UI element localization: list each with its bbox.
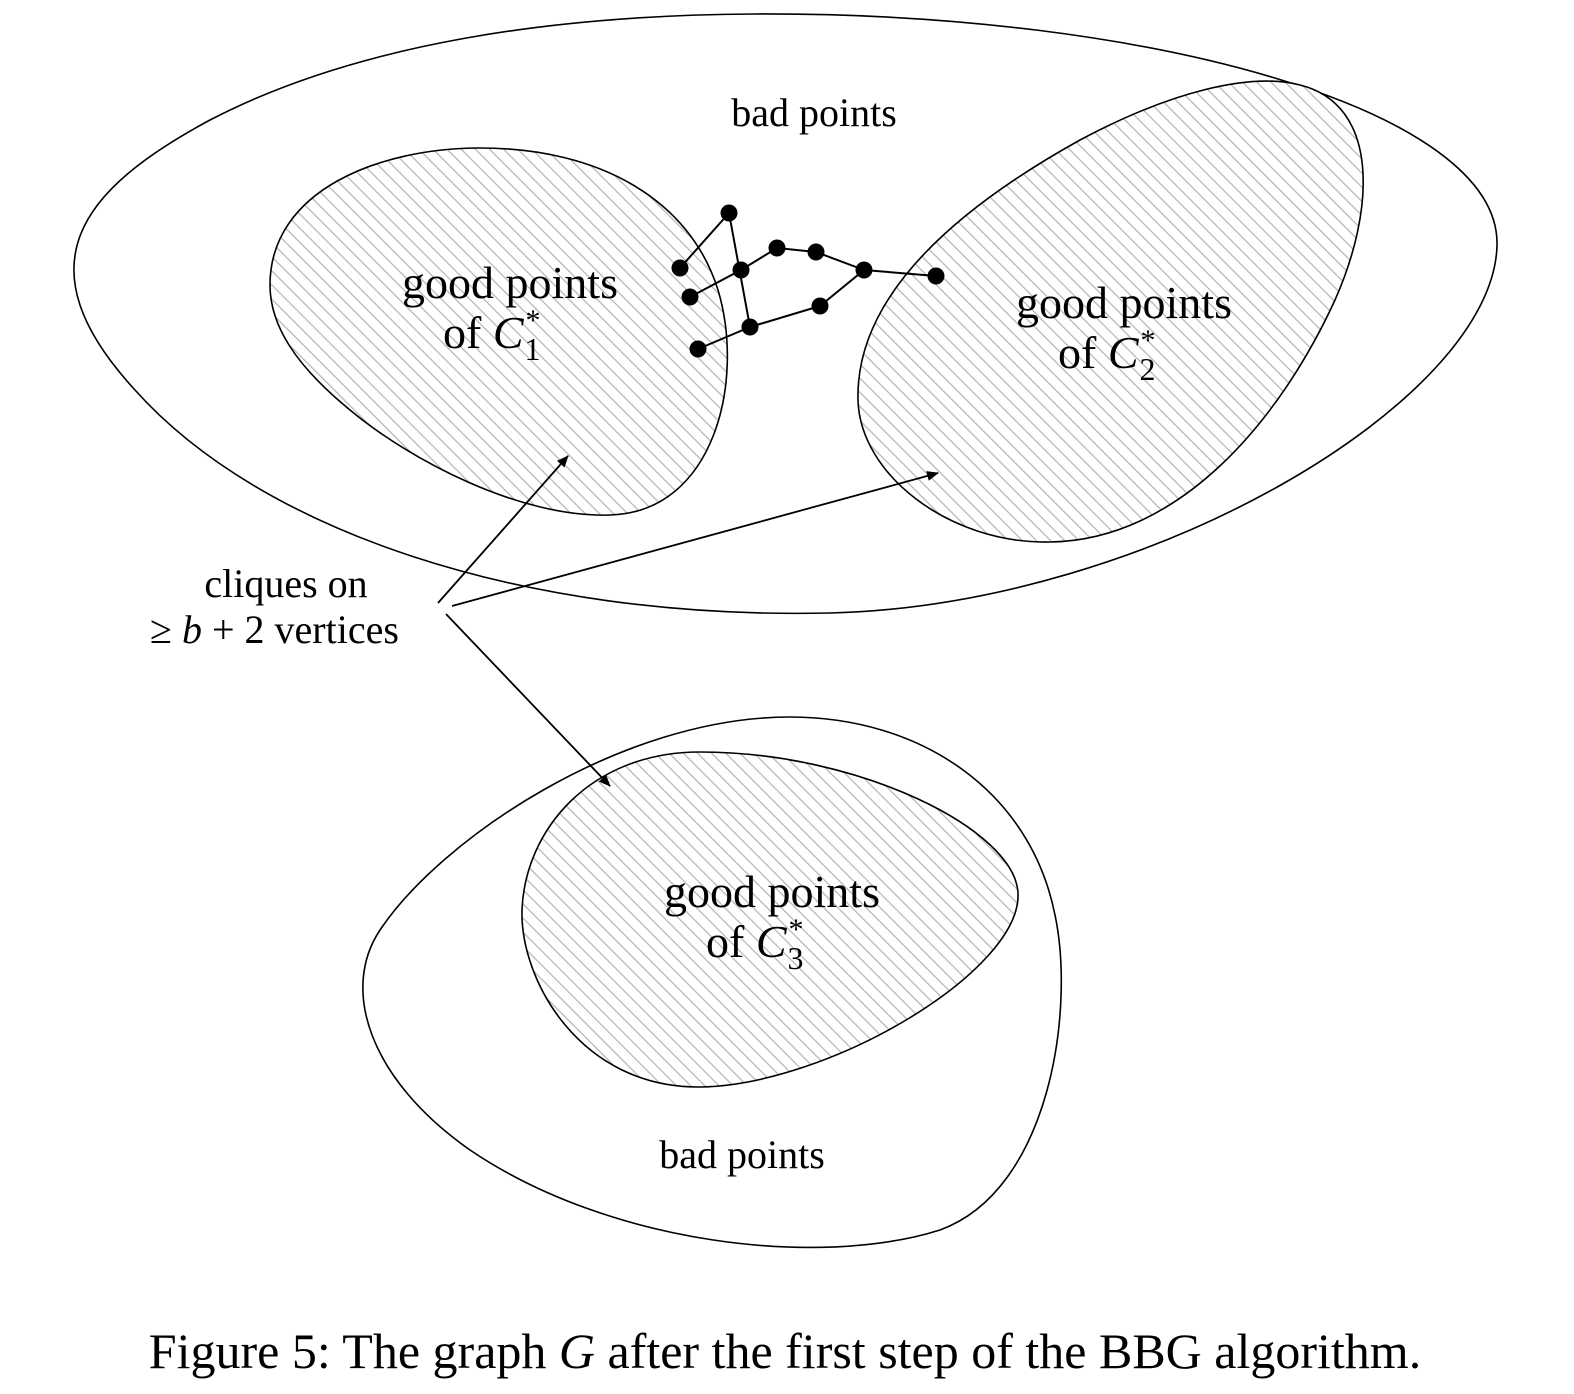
bad-points-bottom-label: bad points xyxy=(659,1132,825,1177)
vertex xyxy=(768,239,786,257)
arrow-to-cluster-2 xyxy=(451,471,939,607)
edge xyxy=(679,212,730,269)
clique-arrows xyxy=(437,455,939,787)
top-outer-region xyxy=(73,13,1498,615)
cliques-label-line1: cliques on xyxy=(204,561,367,606)
cluster-3-label-line1: good points xyxy=(664,866,880,917)
edge xyxy=(689,269,742,298)
vertex xyxy=(927,267,945,285)
bottom-outer-region xyxy=(362,716,1063,1249)
vertex xyxy=(741,318,759,336)
cluster-2-label-line1: good points xyxy=(1016,277,1232,328)
vertex xyxy=(720,204,738,222)
vertex xyxy=(807,243,825,261)
arrow-to-cluster-1 xyxy=(437,455,569,604)
vertex xyxy=(811,297,829,315)
bad-points-top-label: bad points xyxy=(731,90,897,135)
cluster-2-region xyxy=(857,80,1364,543)
vertex xyxy=(681,288,699,306)
figure-caption: Figure 5: The graph G after the first st… xyxy=(149,1323,1421,1379)
vertex xyxy=(732,261,750,279)
vertex xyxy=(689,340,707,358)
edge xyxy=(819,269,865,307)
cluster-3-label-line2: of C* 3 xyxy=(706,913,804,976)
edge xyxy=(863,269,937,277)
edge xyxy=(749,305,821,328)
vertex xyxy=(671,259,689,277)
bad-point-vertices xyxy=(671,204,945,358)
cluster-2-label-line2: of C* 2 xyxy=(1058,324,1156,387)
cluster-1-label-line1: good points xyxy=(402,257,618,308)
cluster-3-region xyxy=(521,751,1019,1088)
edge xyxy=(815,251,865,271)
cluster-1-region xyxy=(269,147,729,516)
cluster-1-label-line2: of C* 1 xyxy=(443,304,541,367)
vertex xyxy=(855,261,873,279)
cliques-label-line2: ≥ b + 2 vertices xyxy=(150,607,399,652)
arrow-to-cluster-3 xyxy=(445,613,611,787)
edge xyxy=(697,326,751,350)
